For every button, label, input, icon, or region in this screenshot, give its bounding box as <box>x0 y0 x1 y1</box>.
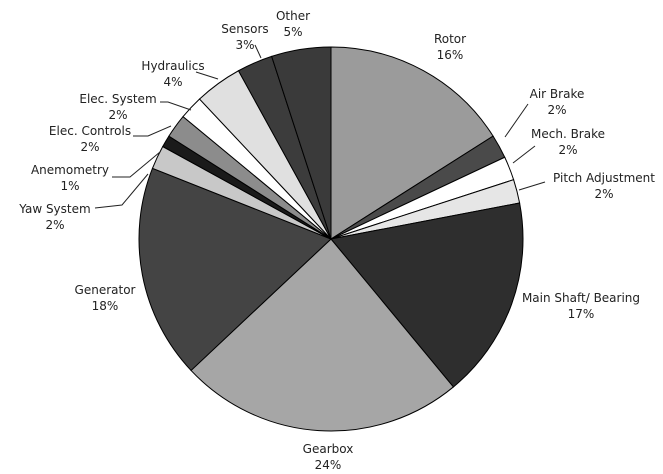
slice-value-other: 5% <box>283 25 302 39</box>
slice-label-elec-controls: Elec. Controls <box>49 124 131 138</box>
slice-label-pitch-adjustment: Pitch Adjustment <box>553 171 655 185</box>
pie-slice-rotor <box>330 46 494 240</box>
leader-lines <box>94 44 546 209</box>
pie-slice-main-shaft-bearing <box>330 202 524 388</box>
slice-labels: Rotor 16% Air Brake 2% Mech. Brake 2% Pitch Ad… <box>18 9 655 472</box>
leader-line-mech-brake <box>512 145 536 164</box>
slice-label-generator: Generator <box>75 283 136 297</box>
pie-slices <box>138 46 524 432</box>
slice-label-gearbox: Gearbox <box>303 442 354 456</box>
slice-label-other: Other <box>276 9 310 23</box>
slice-label-air-brake: Air Brake <box>530 87 585 101</box>
slice-label-main-shaft-bearing: Main Shaft/ Bearing <box>522 291 640 305</box>
leader-line-pitch-adjustment <box>518 181 546 191</box>
slice-label-mech-brake: Mech. Brake <box>531 127 605 141</box>
leader-line-yaw-system <box>94 173 149 209</box>
slice-value-elec-system: 2% <box>108 108 127 122</box>
slice-label-elec-system: Elec. System <box>79 92 156 106</box>
slice-value-mech-brake: 2% <box>558 143 577 157</box>
pie-slice-generator <box>138 167 332 372</box>
leader-line-elec-controls <box>133 125 172 137</box>
slice-value-gearbox: 24% <box>315 458 342 472</box>
slice-value-anemometry: 1% <box>60 179 79 193</box>
slice-label-hydraulics: Hydraulics <box>141 59 204 73</box>
leader-line-anemometry <box>112 151 161 178</box>
leader-line-sensors <box>254 44 262 59</box>
leader-line-air-brake <box>504 103 529 138</box>
slice-value-air-brake: 2% <box>547 103 566 117</box>
slice-value-yaw-system: 2% <box>45 218 64 232</box>
pie-slice-other <box>271 46 332 240</box>
leader-line-hydraulics <box>195 71 219 80</box>
slice-value-main-shaft-bearing: 17% <box>568 307 595 321</box>
pie-slice-gearbox <box>190 238 455 432</box>
slice-label-rotor: Rotor <box>434 32 466 46</box>
slice-value-sensors: 3% <box>235 38 254 52</box>
slice-value-elec-controls: 2% <box>80 140 99 154</box>
slice-label-sensors: Sensors <box>221 22 268 36</box>
slice-value-rotor: 16% <box>437 48 464 62</box>
slice-label-anemometry: Anemometry <box>31 163 109 177</box>
leader-line-elec-system <box>160 101 192 111</box>
slice-value-generator: 18% <box>92 299 119 313</box>
slice-value-hydraulics: 4% <box>163 75 182 89</box>
slice-label-yaw-system: Yaw System <box>18 202 90 216</box>
slice-value-pitch-adjustment: 2% <box>594 187 613 201</box>
